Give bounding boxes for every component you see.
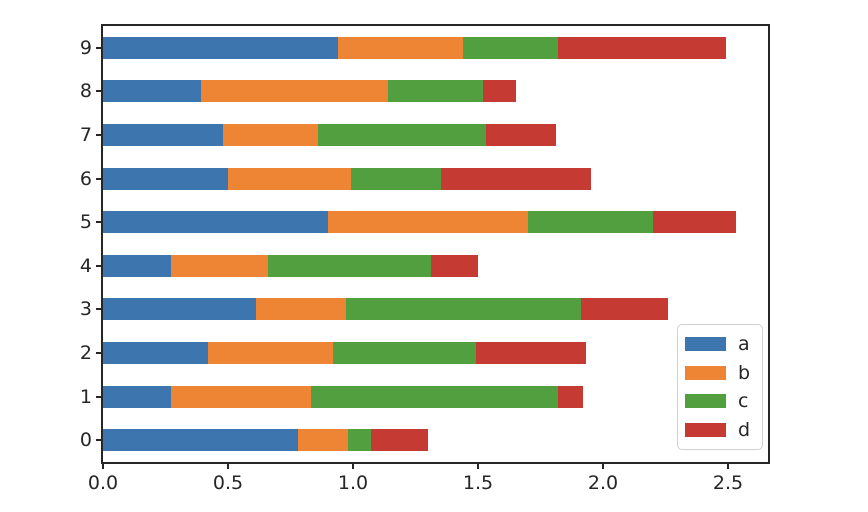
- bar-row-4: [103, 254, 768, 277]
- legend-swatch-c: [685, 394, 726, 409]
- bar-segment-c: [345, 298, 581, 321]
- bar-row-8: [103, 80, 768, 103]
- bar-segment-d: [370, 429, 428, 452]
- bar-segment-c: [463, 36, 558, 59]
- bar-row-0: [103, 429, 768, 452]
- bar-segment-b: [298, 429, 348, 452]
- bar-row-7: [103, 124, 768, 146]
- x-tick-label: 1.5: [462, 472, 494, 494]
- y-tick-mark: [96, 46, 103, 49]
- y-tick-label: 1: [79, 385, 92, 408]
- x-tick-label: 0.0: [87, 472, 119, 494]
- bar-segment-a: [103, 342, 208, 364]
- legend-swatch-d: [685, 423, 726, 438]
- y-tick-label: 7: [79, 124, 92, 146]
- legend-item-c: c: [678, 391, 762, 411]
- legend-item-b: b: [678, 363, 762, 383]
- bar-segment-b: [255, 298, 346, 321]
- x-tick-mark: [102, 462, 104, 469]
- bar-segment-d: [558, 385, 583, 408]
- bar-segment-d: [580, 298, 668, 321]
- legend-swatch-b: [685, 365, 726, 380]
- bar-segment-b: [338, 36, 463, 59]
- y-tick-label: 0: [79, 429, 92, 452]
- bar-segment-b: [223, 124, 318, 146]
- bar-segment-b: [328, 211, 528, 234]
- bar-segment-a: [103, 211, 328, 234]
- x-tick-mark: [477, 462, 479, 469]
- bar-segment-a: [103, 385, 171, 408]
- y-tick-label: 6: [79, 167, 92, 190]
- bar-segment-c: [388, 80, 483, 103]
- bar-segment-c: [348, 429, 371, 452]
- bar-segment-a: [103, 429, 298, 452]
- y-tick-mark: [96, 264, 103, 267]
- bar-segment-d: [653, 211, 736, 234]
- bar-segment-a: [103, 298, 256, 321]
- bar-segment-d: [430, 254, 478, 277]
- bar-segment-c: [528, 211, 653, 234]
- y-tick-mark: [96, 308, 103, 311]
- y-tick-mark: [96, 177, 103, 180]
- bar-segment-d: [558, 36, 726, 59]
- y-tick-mark: [96, 134, 103, 136]
- legend-item-a: a: [678, 334, 762, 354]
- bar-segment-b: [228, 167, 351, 190]
- y-tick-mark: [96, 352, 103, 354]
- bar-row-9: [103, 36, 768, 59]
- bar-segment-b: [170, 254, 268, 277]
- bar-segment-d: [475, 342, 586, 364]
- y-tick-mark: [96, 90, 103, 93]
- legend-label: b: [738, 361, 751, 384]
- bar-row-6: [103, 167, 768, 190]
- x-tick-label: 2.5: [712, 472, 744, 494]
- y-tick-mark: [96, 439, 103, 442]
- bar-segment-c: [310, 385, 558, 408]
- legend-swatch-a: [685, 336, 726, 351]
- bar-segment-b: [200, 80, 388, 103]
- y-tick-label: 2: [79, 342, 92, 364]
- y-tick-label: 3: [79, 298, 92, 321]
- bar-segment-c: [318, 124, 486, 146]
- legend-label: d: [738, 419, 751, 442]
- bar-segment-a: [103, 254, 171, 277]
- bar-segment-a: [103, 167, 228, 190]
- y-tick-mark: [96, 221, 103, 224]
- bar-row-3: [103, 298, 768, 321]
- bar-segment-b: [170, 385, 311, 408]
- y-tick-mark: [96, 395, 103, 398]
- bar-row-5: [103, 211, 768, 234]
- y-tick-label: 8: [79, 80, 92, 103]
- x-tick-mark: [602, 462, 604, 469]
- x-tick-mark: [352, 462, 354, 469]
- x-tick-mark: [227, 462, 229, 469]
- bar-segment-c: [333, 342, 476, 364]
- bar-segment-c: [350, 167, 441, 190]
- x-tick-label: 1.0: [337, 472, 369, 494]
- y-tick-label: 9: [79, 36, 92, 59]
- y-tick-label: 4: [79, 254, 92, 277]
- legend-item-d: d: [678, 420, 762, 440]
- y-tick-label: 5: [79, 211, 92, 234]
- bar-segment-d: [440, 167, 591, 190]
- bar-segment-b: [208, 342, 333, 364]
- x-tick-mark: [727, 462, 729, 469]
- bar-segment-d: [483, 80, 516, 103]
- bar-segment-a: [103, 80, 201, 103]
- bar-segment-c: [268, 254, 431, 277]
- legend-label: c: [738, 390, 749, 413]
- bar-segment-a: [103, 36, 338, 59]
- bar-segment-d: [485, 124, 556, 146]
- bar-segment-a: [103, 124, 223, 146]
- legend-label: a: [738, 332, 750, 355]
- x-tick-label: 2.0: [587, 472, 619, 494]
- bar-row-1: [103, 385, 768, 408]
- x-tick-label: 0.5: [212, 472, 244, 494]
- bar-row-2: [103, 342, 768, 364]
